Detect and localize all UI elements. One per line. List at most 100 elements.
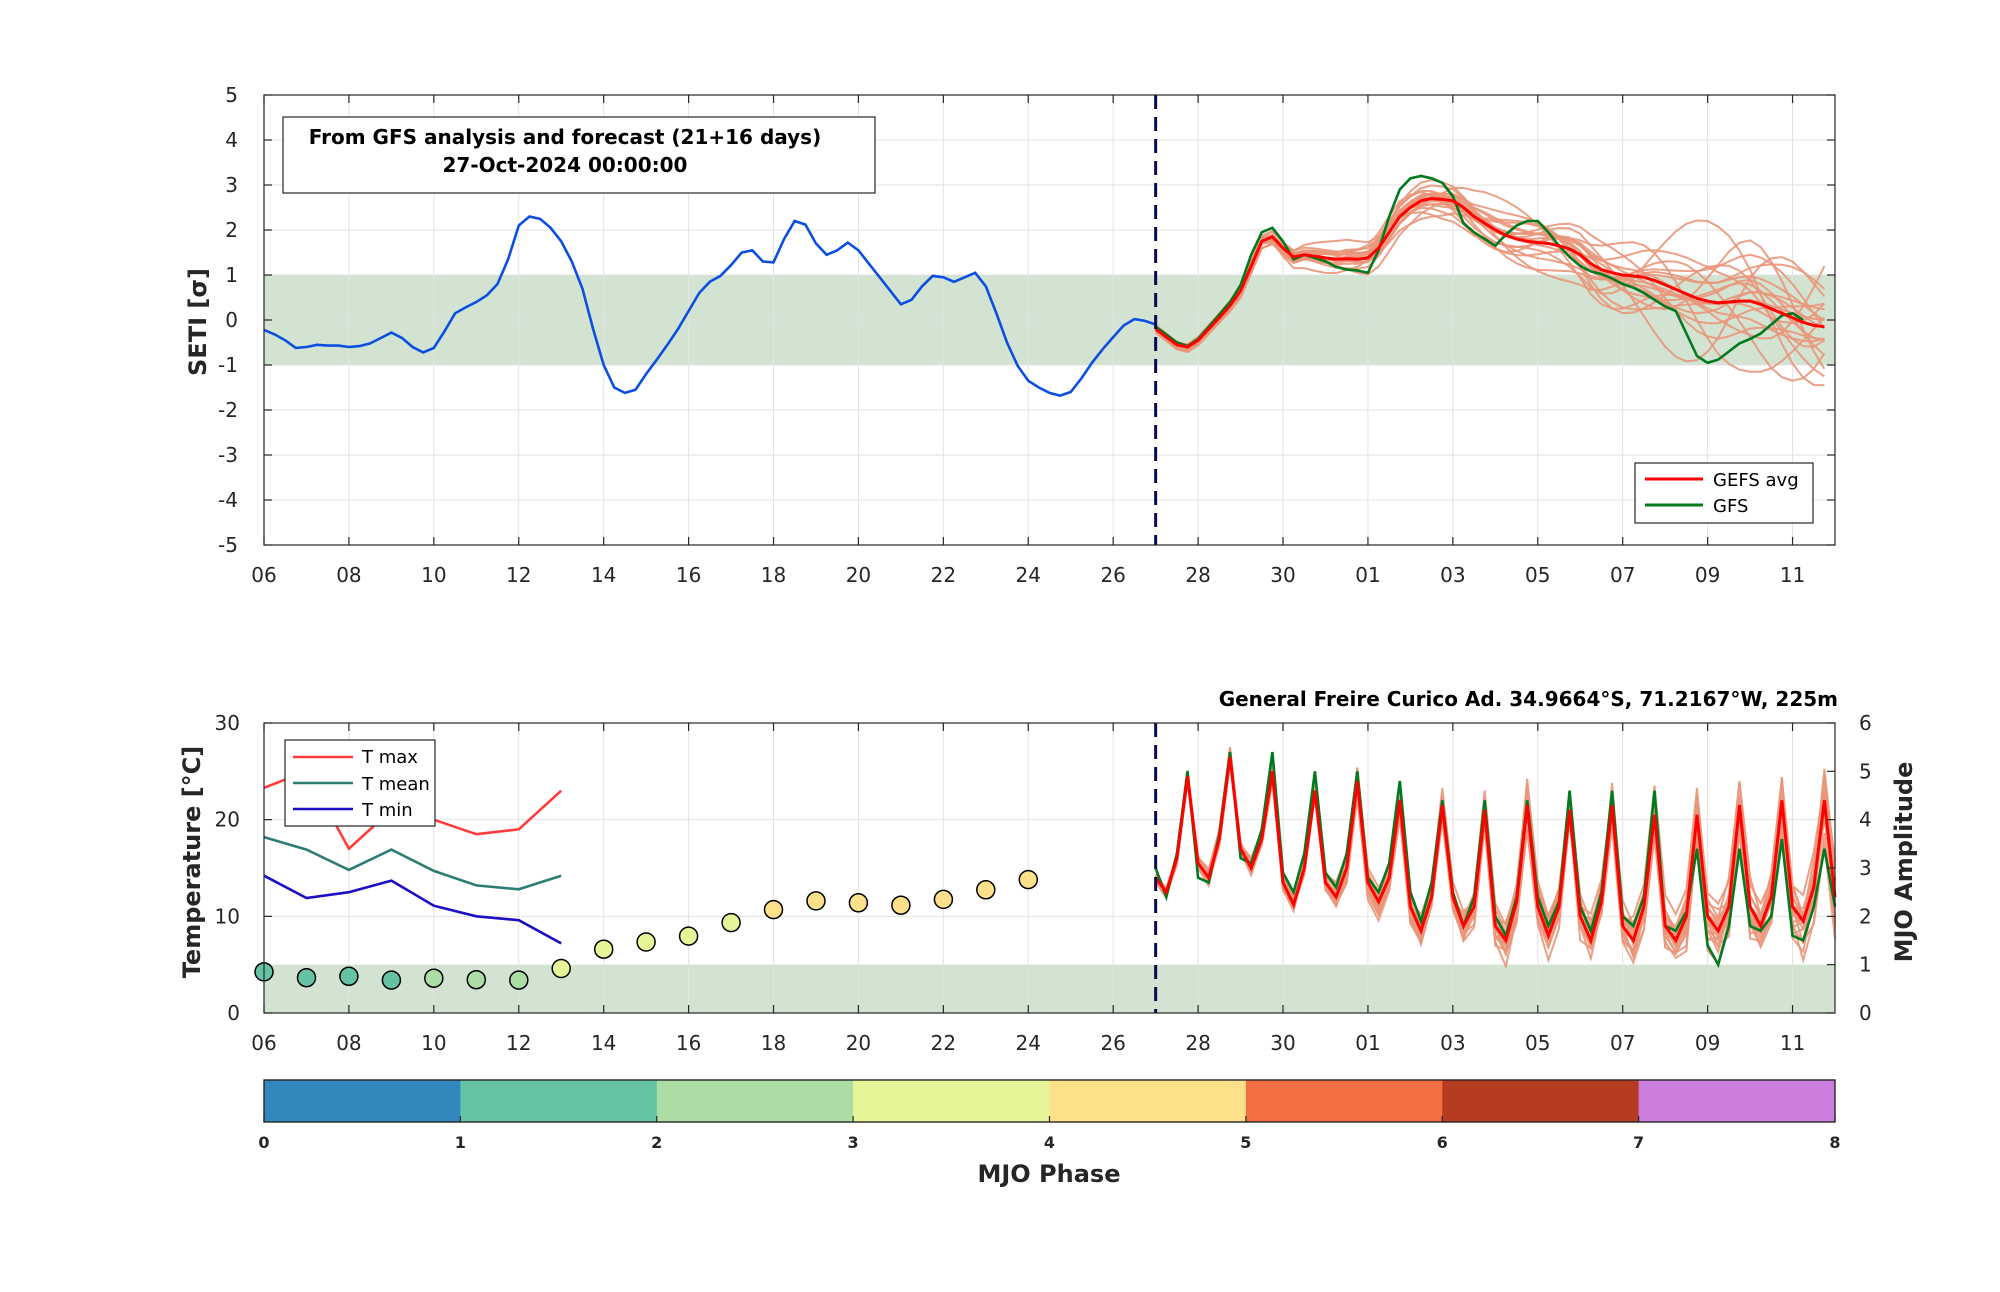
y-tick-label: 2 — [225, 218, 238, 242]
legend-label-tmin: T min — [361, 800, 413, 821]
x-tick-label: 08 — [336, 563, 361, 587]
colorbar-cell — [1049, 1080, 1247, 1122]
colorbar-label: MJO Phase — [977, 1160, 1120, 1188]
y-tick-label: 0 — [225, 308, 238, 332]
x-tick-label: 20 — [846, 1031, 871, 1055]
y-tick-label: 0 — [227, 1001, 240, 1025]
colorbar-cell — [264, 1080, 461, 1122]
x-tick-label: 14 — [591, 563, 616, 587]
x-tick-label: 03 — [1440, 563, 1465, 587]
info-box-line2: 27-Oct-2024 00:00:00 — [443, 153, 688, 177]
colorbar-tick-label: 4 — [1044, 1133, 1055, 1152]
x-tick-label: 06 — [251, 1031, 276, 1055]
mjo-normal-band — [264, 964, 1835, 1013]
station-title: General Freire Curico Ad. 34.9664°S, 71.… — [1219, 687, 1838, 711]
colorbar-tick-label: 2 — [651, 1133, 662, 1152]
seti-legend-frame — [1634, 462, 1814, 524]
mjo-dot — [763, 899, 784, 920]
colorbar-tick-label: 8 — [1829, 1133, 1840, 1152]
mjo-dot — [806, 891, 826, 911]
mjo-dot — [1018, 869, 1039, 890]
colorbar-cell — [656, 1080, 854, 1122]
y-tick-label: 4 — [225, 128, 238, 152]
mjo-dot — [976, 880, 996, 900]
y2-tick-label: 3 — [1859, 856, 1872, 880]
legend-label-tmax: T max — [361, 747, 418, 768]
colorbar-tick-label: 0 — [258, 1133, 269, 1152]
mjo-dot — [891, 895, 911, 915]
mjo-dot — [721, 912, 741, 933]
x-tick-label: 09 — [1695, 1031, 1720, 1055]
y-tick-label: -5 — [218, 533, 238, 557]
x-tick-label: 14 — [591, 1031, 616, 1055]
x-tick-label: 03 — [1440, 1031, 1465, 1055]
temperature-y-label: Temperature [°C] — [178, 746, 206, 979]
seti-analysis-line — [263, 215, 1157, 397]
x-tick-label: 10 — [421, 563, 446, 587]
colorbar-tick-label: 6 — [1437, 1133, 1448, 1152]
info-box-line1: From GFS analysis and forecast (21+16 da… — [309, 125, 821, 149]
mjo-dot — [636, 932, 656, 952]
x-tick-label: 16 — [676, 563, 701, 587]
y2-tick-label: 1 — [1859, 953, 1872, 977]
x-tick-label: 11 — [1780, 563, 1805, 587]
mjo-amplitude-y-ticks: 6 5 4 3 2 1 0 — [1827, 711, 1872, 1025]
mjo-amplitude-y-label: MJO Amplitude — [1890, 762, 1918, 963]
mjo-dot — [933, 889, 954, 910]
mjo-dot — [848, 893, 869, 913]
x-tick-label: 24 — [1016, 563, 1041, 587]
x-tick-label: 06 — [251, 563, 276, 587]
mjo-dot — [296, 967, 317, 988]
x-tick-label: 08 — [336, 1031, 361, 1055]
tmean-line — [263, 835, 562, 891]
y-tick-label: 1 — [225, 263, 238, 287]
x-tick-label: 22 — [931, 1031, 956, 1055]
mjo-dot — [678, 926, 699, 946]
gefs-member-line — [1155, 206, 1825, 378]
y-tick-label: 20 — [215, 808, 240, 832]
legend-label-tmean: T mean — [361, 774, 430, 795]
mjo-dot — [424, 968, 444, 988]
x-tick-label: 10 — [421, 1031, 446, 1055]
colorbar-cell — [460, 1080, 658, 1122]
temperature-legend: T max T mean T min — [284, 739, 436, 827]
mjo-dot — [551, 958, 571, 979]
tmin-line — [263, 874, 562, 945]
seti-y-label: SETI [σ] — [184, 268, 212, 376]
x-tick-label: 28 — [1185, 563, 1210, 587]
x-tick-label: 07 — [1610, 1031, 1635, 1055]
x-tick-label: 05 — [1525, 563, 1550, 587]
mjo-dot — [509, 970, 529, 990]
colorbar-cell — [1638, 1080, 1836, 1122]
colorbar-cells — [264, 1080, 1836, 1122]
info-box: From GFS analysis and forecast (21+16 da… — [282, 116, 876, 194]
y-tick-label: -1 — [218, 353, 238, 377]
gefs-member-line — [1155, 203, 1825, 348]
x-tick-label: 24 — [1016, 1031, 1041, 1055]
x-tick-label: 18 — [761, 563, 786, 587]
x-tick-label: 20 — [846, 563, 871, 587]
colorbar-ticks: 0 1 2 3 4 5 6 7 8 — [258, 1116, 1841, 1152]
mjo-dot — [339, 966, 359, 987]
temperature-y-ticks: 30 20 10 0 — [215, 711, 272, 1025]
colorbar-tick-label: 5 — [1240, 1133, 1251, 1152]
mjo-dot — [381, 970, 402, 990]
x-tick-label: 28 — [1185, 1031, 1210, 1055]
legend-label-gefs-avg: GEFS avg — [1713, 470, 1799, 491]
seti-y-ticks: 5 4 3 2 1 0 -1 -2 -3 -4 -5 — [218, 83, 1835, 557]
x-tick-label: 18 — [761, 1031, 786, 1055]
x-tick-label: 11 — [1780, 1031, 1805, 1055]
y2-tick-label: 6 — [1859, 711, 1872, 735]
colorbar-cell — [1442, 1080, 1640, 1122]
x-tick-label: 01 — [1355, 1031, 1380, 1055]
x-tick-label: 09 — [1695, 563, 1720, 587]
x-tick-label: 30 — [1270, 563, 1295, 587]
y2-tick-label: 5 — [1859, 759, 1872, 783]
seti-gefs-avg-line — [1154, 196, 1825, 349]
y-tick-label: 10 — [215, 904, 240, 928]
x-tick-label: 12 — [506, 563, 531, 587]
mjo-phase-colorbar: 0 1 2 3 4 5 6 7 8 MJO Phase — [258, 1079, 1841, 1188]
